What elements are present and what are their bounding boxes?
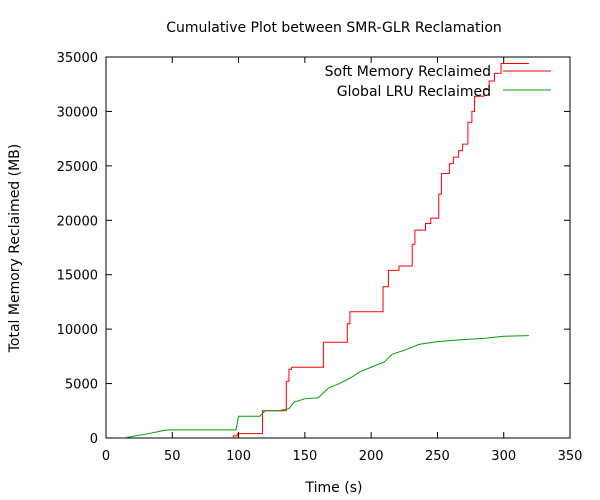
series-layer [123, 63, 529, 439]
axis-tick-labels: 0 50 100 150 200 250 300 350 0 5000 10000 15000 2000… [57, 51, 583, 464]
y-tick-label: 25000 [57, 160, 98, 175]
y-tick-label: 30000 [57, 105, 98, 120]
y-tick-label: 5000 [65, 378, 98, 393]
legend-label-global-lru: Global LRU Reclaimed [337, 84, 491, 100]
plot-area-frame [105, 56, 571, 439]
x-tick-label: 50 [164, 449, 181, 464]
y-tick-label: 35000 [57, 51, 98, 66]
x-tick-label: 0 [102, 449, 110, 464]
x-tick-label: 100 [226, 449, 251, 464]
x-axis-label: Time (s) [305, 480, 363, 496]
x-tick-label: 200 [359, 449, 384, 464]
series-line-global-lru [123, 335, 529, 439]
x-tick-label: 300 [491, 449, 516, 464]
x-tick-label: 150 [292, 449, 317, 464]
axis-ticks [105, 56, 571, 439]
y-tick-label: 20000 [57, 214, 98, 229]
y-tick-label: 10000 [57, 323, 98, 338]
y-tick-label: 0 [90, 432, 98, 447]
legend-label-soft-memory: Soft Memory Reclaimed [325, 64, 491, 80]
chart-title: Cumulative Plot between SMR-GLR Reclamat… [166, 20, 502, 36]
series-line-soft-memory [232, 63, 529, 438]
x-tick-label: 350 [558, 449, 583, 464]
x-tick-label: 250 [425, 449, 450, 464]
y-axis-label: Total Memory Reclaimed (MB) [7, 144, 23, 354]
legend: Soft Memory Reclaimed Global LRU Reclaim… [325, 64, 551, 100]
y-tick-label: 15000 [57, 269, 98, 284]
